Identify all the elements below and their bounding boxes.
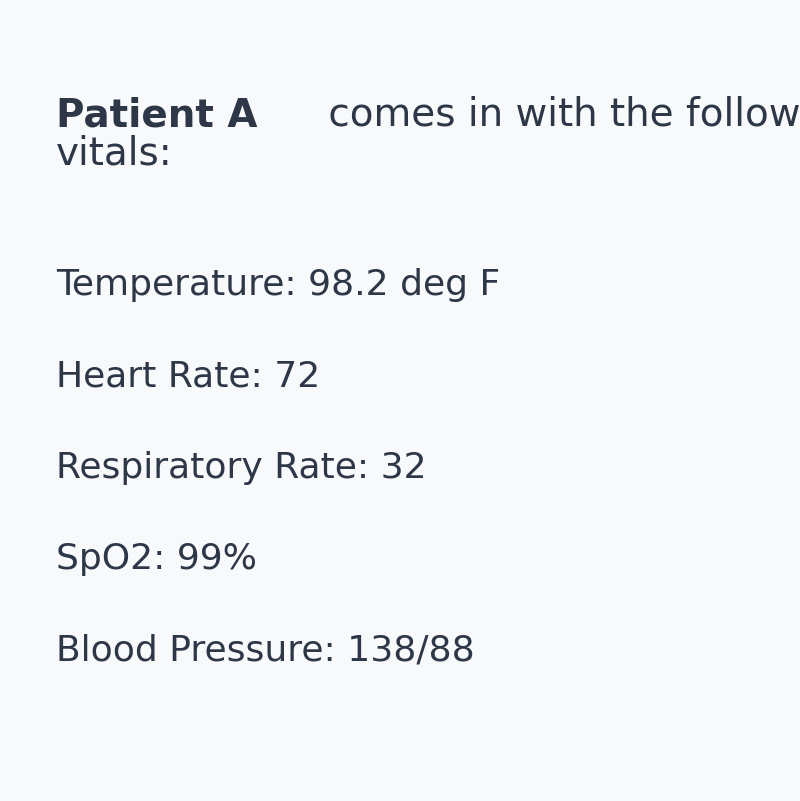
Text: Blood Pressure: 138/88: Blood Pressure: 138/88 <box>56 634 474 667</box>
Text: SpO2: 99%: SpO2: 99% <box>56 542 257 576</box>
Text: vitals:: vitals: <box>56 135 173 173</box>
Text: Temperature: 98.2 deg F: Temperature: 98.2 deg F <box>56 268 500 302</box>
Text: Patient A: Patient A <box>56 96 258 134</box>
Text: Respiratory Rate: 32: Respiratory Rate: 32 <box>56 451 426 485</box>
Text: comes in with the following: comes in with the following <box>316 96 800 134</box>
Text: Heart Rate: 72: Heart Rate: 72 <box>56 360 320 393</box>
